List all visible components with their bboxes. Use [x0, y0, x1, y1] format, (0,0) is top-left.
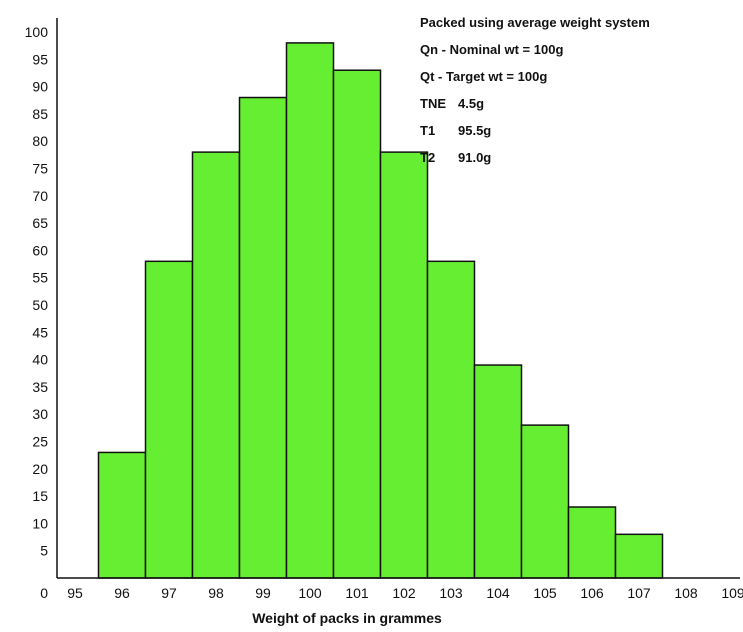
y-tick-label: 65: [32, 215, 48, 231]
annotation-label: Packed using average weight system: [420, 15, 650, 30]
x-tick-label: 100: [298, 585, 322, 601]
y-tick-label: 55: [32, 270, 48, 286]
annotation-value: 91.0g: [458, 150, 491, 165]
y-tick-label: 50: [32, 297, 48, 313]
annotation-label: Qn - Nominal wt = 100g: [420, 42, 563, 57]
x-tick-label: 109: [721, 585, 743, 601]
bar-102: [379, 151, 429, 579]
x-tick-label: 105: [533, 585, 557, 601]
y-tick-label: 30: [32, 406, 48, 422]
bar-106: [567, 506, 617, 579]
y-tick-label: 90: [32, 79, 48, 95]
x-tick-label: 95: [67, 585, 83, 601]
y-tick-label: 20: [32, 461, 48, 477]
y-tick-label: 60: [32, 242, 48, 258]
bar-99: [238, 96, 288, 579]
y-tick-label: 80: [32, 133, 48, 149]
x-tick-label: 106: [580, 585, 604, 601]
x-axis-label: Weight of packs in grammes: [252, 610, 442, 626]
x-tick-label: 107: [627, 585, 651, 601]
y-tick-label: 15: [32, 488, 48, 504]
y-tick-label: 100: [25, 24, 49, 40]
annotation-block: Packed using average weight system Qn - N…: [420, 15, 650, 165]
x-tick-label: 102: [392, 585, 416, 601]
y-tick-label: 45: [32, 324, 48, 340]
x-tick-label: 99: [255, 585, 271, 601]
x-tick-label: 101: [345, 585, 369, 601]
bar-101: [332, 69, 382, 579]
bar-107: [614, 533, 664, 579]
y-tick-label: 10: [32, 515, 48, 531]
x-tick-labels: 95 96 97 98 99 100 101 102 103 104 105 106 107 108 109: [67, 585, 743, 601]
x-tick-label: 97: [161, 585, 177, 601]
x-tick-label: 98: [208, 585, 224, 601]
y-tick-label: 0: [40, 585, 48, 601]
annotation-value: 95.5g: [458, 123, 491, 138]
y-tick-label: 85: [32, 106, 48, 122]
y-tick-label: 70: [32, 188, 48, 204]
bar-104: [473, 364, 523, 579]
annotation-label: TNE: [420, 96, 446, 111]
y-tick-label: 40: [32, 352, 48, 368]
bar-97: [144, 260, 194, 579]
annotation-label: Qt - Target wt = 100g: [420, 69, 547, 84]
x-tick-label: 108: [674, 585, 698, 601]
y-tick-label: 75: [32, 161, 48, 177]
y-tick-label: 25: [32, 434, 48, 450]
bar-103: [426, 260, 476, 579]
annotation-label: T2: [420, 150, 435, 165]
bar-105: [520, 424, 570, 579]
y-tick-labels: 0 5 10 15 20 25 30 35 40 45 50 55 60 65 70 75 80 85 90 95 10…: [25, 24, 49, 601]
y-tick-label: 35: [32, 379, 48, 395]
bar-100: [285, 42, 335, 579]
x-tick-label: 96: [114, 585, 130, 601]
bar-96: [97, 451, 147, 579]
annotation-label: T1: [420, 123, 435, 138]
x-tick-label: 104: [486, 585, 510, 601]
annotation-value: 4.5g: [458, 96, 484, 111]
y-tick-label: 5: [40, 543, 48, 559]
x-tick-label: 103: [439, 585, 463, 601]
y-tick-label: 95: [32, 51, 48, 67]
bar-98: [191, 151, 241, 579]
bars-group: [97, 42, 664, 579]
